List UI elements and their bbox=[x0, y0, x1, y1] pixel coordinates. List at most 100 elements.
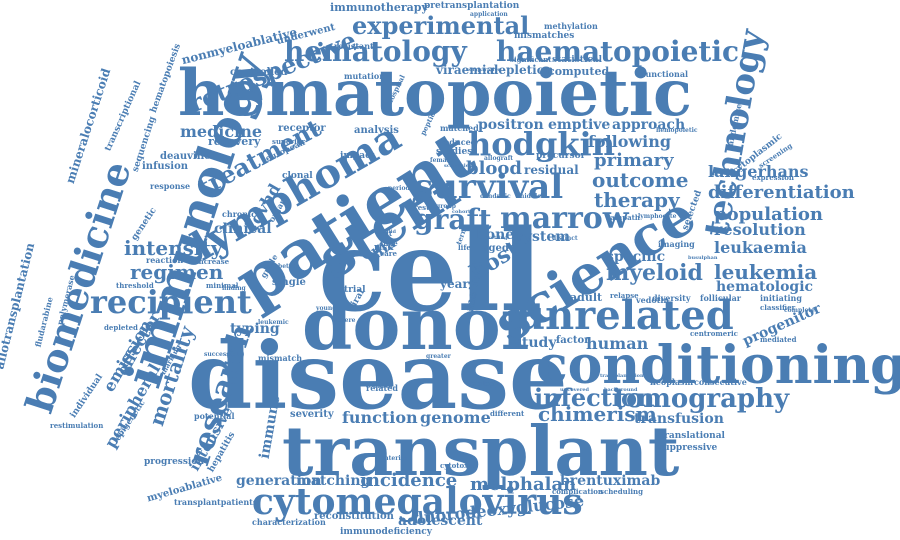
word-factor: factor bbox=[556, 335, 590, 346]
word-tomography: tomography bbox=[614, 384, 790, 414]
word-successful: successful bbox=[204, 351, 239, 358]
word-consecutive: consecutive bbox=[694, 377, 747, 387]
word-female: female bbox=[430, 157, 453, 164]
word-follicular: follicular bbox=[700, 293, 742, 303]
word-increase: increase bbox=[196, 257, 230, 266]
word-intensity: intensity bbox=[124, 236, 223, 260]
word-greater: greater bbox=[426, 353, 451, 360]
word-single: single bbox=[272, 277, 306, 288]
word-comparative: comparative bbox=[466, 67, 501, 73]
word-disease: disease bbox=[188, 322, 568, 430]
word-reduced: reduced bbox=[440, 137, 477, 147]
word-young: young bbox=[316, 305, 337, 312]
word-generation: generation bbox=[236, 473, 322, 489]
word-hematology: hematology bbox=[284, 35, 467, 68]
word-complication: complication bbox=[552, 487, 603, 496]
word-following: following bbox=[588, 132, 672, 151]
word-cytotoxic: cytotoxic bbox=[440, 461, 476, 470]
word-residual: residual bbox=[524, 163, 579, 177]
word-adolescent: adolescent bbox=[398, 513, 483, 529]
word-leukaemia: leukaemia bbox=[714, 238, 807, 257]
word-approach: approach bbox=[612, 117, 686, 133]
word-hodgkin: hodgkin bbox=[468, 125, 615, 163]
word-chimerism: chimerism bbox=[538, 402, 657, 426]
word-hematologic: hematologic bbox=[716, 279, 814, 295]
word-functional: functional bbox=[642, 69, 689, 79]
word-population: population bbox=[714, 204, 824, 225]
word-finding: finding bbox=[222, 285, 246, 292]
word-restimulation: restimulation bbox=[50, 421, 104, 430]
word-allograft: allograft bbox=[484, 155, 514, 162]
word-primary: primary bbox=[594, 150, 674, 171]
word-individual: individual bbox=[68, 372, 106, 420]
word-specific: specific bbox=[606, 249, 666, 265]
word-allotransplantation: allotransplantation bbox=[0, 241, 38, 371]
word-unrelated: unrelated bbox=[516, 292, 734, 339]
word-vedotin: vedotin bbox=[636, 295, 670, 305]
word-relapse: relapse bbox=[610, 291, 639, 300]
word-infusion: infusion bbox=[142, 161, 189, 172]
word-lymphocyte: lymphocyte bbox=[638, 213, 677, 220]
word-classifier: classifier bbox=[760, 303, 796, 312]
word-centromeric: centromeric bbox=[690, 329, 738, 338]
word-hemopoietic: hemopoietic bbox=[656, 127, 698, 134]
word-haematopoietic: haematopoietic bbox=[496, 35, 740, 68]
word-human: human bbox=[586, 334, 649, 353]
word-better: better bbox=[278, 263, 299, 270]
word-setting: setting bbox=[488, 235, 508, 241]
word-donor: donor bbox=[302, 281, 539, 366]
word-system: system bbox=[516, 229, 571, 245]
word-reaction: reaction bbox=[146, 255, 184, 265]
word-precursor: precursor bbox=[536, 151, 586, 161]
word-biology: biology bbox=[470, 379, 499, 388]
word-clinical: clinical bbox=[214, 221, 272, 237]
word-typing: typing bbox=[230, 321, 280, 337]
word-busulphan: busulphan bbox=[688, 255, 718, 261]
word-complete: complete bbox=[784, 307, 815, 314]
word-depleted: depleted bbox=[104, 323, 138, 332]
word-significant: significant bbox=[510, 55, 552, 64]
word-therapy: therapy bbox=[594, 188, 680, 212]
word-potential: potential bbox=[194, 411, 235, 421]
word-viraemia: viraemia bbox=[436, 63, 495, 77]
word-related: related bbox=[366, 383, 398, 393]
word-mismatch: mismatch bbox=[258, 353, 303, 363]
word-myeloid: myeloid bbox=[606, 260, 703, 286]
word-suppressive: suppressive bbox=[658, 443, 718, 453]
word-medicine: medicine bbox=[180, 122, 263, 141]
word-life: life bbox=[458, 243, 471, 252]
word-deauville: deauville bbox=[160, 151, 211, 162]
word-neoplasm: neoplasm bbox=[650, 377, 694, 387]
word-transfusion: transfusion bbox=[634, 411, 724, 427]
word-diversity: diversity bbox=[652, 293, 691, 303]
word-cell: cell bbox=[318, 206, 543, 337]
word-group: group bbox=[436, 203, 456, 210]
word-matched: matched bbox=[440, 123, 479, 133]
word-chronic: chronic bbox=[222, 209, 256, 219]
word-different: different bbox=[490, 409, 525, 418]
word-study: study bbox=[514, 335, 557, 351]
word-severe: severe bbox=[334, 317, 356, 324]
word-langerhans: langerhans bbox=[708, 162, 809, 181]
word-clonal: clonal bbox=[282, 171, 313, 181]
word-background: background bbox=[604, 387, 638, 393]
word-brentuximab: brentuximab bbox=[560, 473, 661, 489]
word-schedule: schedule bbox=[444, 163, 469, 169]
word-incidence: incidence bbox=[360, 470, 458, 491]
word-campath: campath bbox=[606, 213, 640, 222]
word-genome: genome bbox=[420, 408, 491, 427]
word-matching: matching bbox=[296, 473, 371, 489]
word-result: result bbox=[414, 203, 438, 212]
word-characterization: characterization bbox=[252, 517, 326, 527]
word-immunodeficiency: immunodeficiency bbox=[340, 527, 432, 537]
word-mutation: mutation bbox=[344, 71, 386, 81]
word-mediated: mediated bbox=[760, 335, 797, 344]
word-child: child bbox=[382, 229, 396, 235]
word-depletion: depletion bbox=[490, 63, 554, 77]
word-trial: trial bbox=[344, 285, 366, 295]
word-chain: chain bbox=[374, 383, 393, 390]
word-regimen: regimen bbox=[130, 260, 224, 284]
word-care: care bbox=[380, 249, 397, 258]
word-recipient: recipient bbox=[90, 283, 252, 321]
word-hematopoietic: hematopoietic bbox=[178, 56, 692, 131]
